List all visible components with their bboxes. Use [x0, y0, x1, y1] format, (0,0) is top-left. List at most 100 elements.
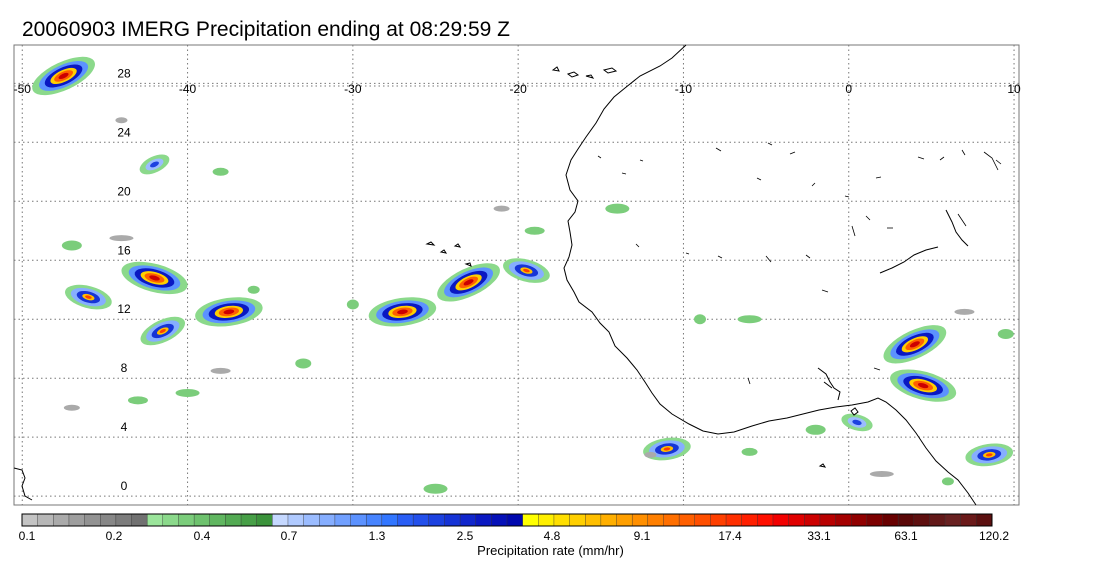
colorbar-swatch: [334, 513, 352, 527]
colorbar-tick: 63.1: [894, 529, 918, 543]
colorbar-swatch: [178, 513, 195, 527]
colorbar-swatch: [428, 513, 445, 527]
colorbar-swatch: [240, 513, 258, 527]
colorbar-swatch: [663, 513, 680, 527]
colorbar-swatch: [131, 513, 148, 527]
precip-speckle: [210, 367, 231, 374]
colorbar-swatch: [303, 513, 320, 527]
colorbar-swatch: [647, 513, 664, 527]
colorbar-swatch: [444, 513, 461, 527]
precip-cell: [65, 284, 112, 310]
colorbar-swatch: [913, 513, 930, 527]
canary-islands: [551, 66, 618, 79]
colorbar-tick: 0.7: [281, 529, 298, 543]
precip-cell: [368, 297, 437, 327]
precip-cell: [195, 297, 263, 327]
lon-tick-label: -50: [14, 82, 32, 96]
colorbar-swatch: [600, 513, 618, 527]
precip-cell: [121, 261, 188, 295]
colorbar-swatch: [475, 513, 492, 527]
precip-cell: [965, 443, 1014, 467]
colorbar-swatch: [835, 513, 852, 527]
colorbar-swatch: [209, 513, 226, 527]
colorbar-swatch: [694, 513, 711, 527]
colorbar-swatch: [162, 513, 179, 527]
precip-speckle: [644, 451, 657, 458]
colorbar-swatch: [804, 513, 821, 527]
lesser-antilles: [13, 467, 33, 501]
precip-cell: [890, 369, 957, 402]
precip-speckle: [175, 388, 200, 397]
lon-tick-label: -10: [675, 82, 693, 96]
colorbar-swatch: [37, 513, 54, 527]
lat-tick-label: 16: [117, 243, 131, 257]
colorbar-tick: 0.4: [194, 529, 211, 543]
colorbar-swatch: [538, 513, 555, 527]
colorbar-swatch: [319, 513, 336, 527]
colorbar-swatch: [397, 513, 414, 527]
colorbar-swatch: [553, 513, 571, 527]
lat-tick-label: 28: [117, 66, 131, 80]
colorbar-swatch: [678, 513, 696, 527]
precip-speckle: [869, 471, 894, 478]
colorbar-swatch: [100, 513, 117, 527]
colorbar-swatch: [929, 513, 946, 527]
precip-speckle: [954, 308, 975, 315]
colorbar-tick: 120.2: [979, 529, 1009, 543]
grid-lines: [14, 45, 1019, 505]
precip-speckle: [295, 358, 312, 369]
colorbar-swatch: [193, 513, 211, 527]
inland-river-2: [945, 209, 969, 247]
lon-tick-label: -30: [344, 82, 362, 96]
precip-speckle: [805, 424, 826, 435]
colorbar-swatch: [944, 513, 962, 527]
colorbar-swatch: [866, 513, 883, 527]
precip-cell: [503, 258, 550, 283]
precip-speckle: [127, 396, 148, 405]
colorbar-swatch: [459, 513, 477, 527]
colorbar-tick: 4.8: [544, 529, 561, 543]
precip-cell: [139, 154, 170, 175]
lon-tick-label: -20: [509, 82, 527, 96]
colorbar-swatch: [616, 513, 633, 527]
lat-tick-label: 8: [121, 361, 128, 375]
colorbar-swatch: [897, 513, 915, 527]
precip-cell: [841, 413, 873, 432]
lat-tick-label: 12: [117, 302, 131, 316]
colorbar-swatch: [850, 513, 868, 527]
colorbar-swatch: [350, 513, 367, 527]
colorbar-swatch: [225, 513, 242, 527]
precip-speckle: [524, 226, 545, 235]
colorbar-swatch: [788, 513, 805, 527]
colorbar-border: [21, 513, 993, 527]
colorbar-title: Precipitation rate (mm/hr): [477, 543, 624, 558]
colorbar-tick: 1.3: [369, 529, 386, 543]
colorbar-swatch: [115, 513, 133, 527]
colorbar-tick: 0.1: [19, 529, 36, 543]
colorbar-swatch: [710, 513, 727, 527]
colorbar-swatch: [585, 513, 602, 527]
colorbar-tick: 0.2: [106, 529, 123, 543]
precip-cell: [140, 316, 186, 346]
colorbar-swatch: [569, 513, 586, 527]
precip-speckle: [741, 447, 758, 456]
coastline-africa: [563, 44, 977, 506]
colorbar-tick: 9.1: [634, 529, 651, 543]
colorbar-swatch: [725, 513, 743, 527]
precip-speckle: [109, 235, 134, 242]
precip-speckle: [605, 203, 630, 214]
precip-speckle: [941, 477, 954, 486]
colorbar-swatch: [757, 513, 774, 527]
precip-speckle: [115, 117, 128, 124]
lon-tick-label: 0: [845, 82, 852, 96]
colorbar-tick: 33.1: [807, 529, 831, 543]
sao-tome-island: [818, 463, 827, 468]
precip-speckle: [737, 315, 762, 324]
precip-cell: [32, 56, 95, 96]
colorbar: [21, 513, 993, 527]
lon-tick-label: 10: [1007, 82, 1021, 96]
colorbar-swatch: [21, 513, 39, 527]
colorbar-swatch: [53, 513, 70, 527]
lat-tick-label: 20: [117, 184, 131, 198]
lat-tick-label: 0: [121, 479, 128, 493]
